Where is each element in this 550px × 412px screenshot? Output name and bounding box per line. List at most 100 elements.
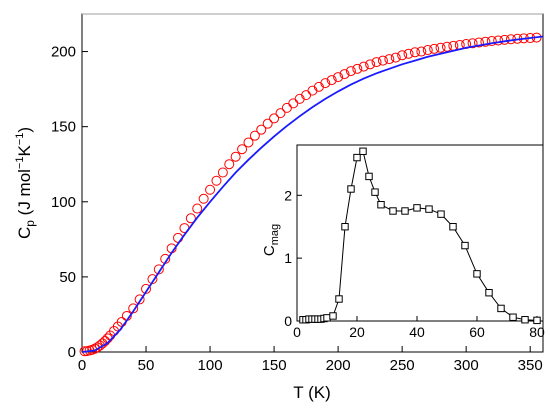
data-point: [422, 45, 433, 56]
x-tick-label: 20: [349, 324, 365, 340]
data-point: [437, 210, 445, 218]
data-point: [377, 201, 385, 209]
data-point: [256, 124, 267, 135]
data-point: [269, 113, 280, 124]
y-tick-label: 150: [51, 119, 76, 136]
data-point: [384, 54, 395, 65]
data-point: [377, 55, 388, 66]
x-tick-label: 40: [409, 324, 425, 340]
data-point: [486, 36, 497, 47]
x-tick-label: 0: [78, 357, 86, 374]
x-tick-label: 60: [469, 324, 485, 340]
x-tick-label: 150: [262, 357, 287, 374]
y-tick-label: 1: [284, 250, 292, 266]
x-tick-label: 300: [454, 357, 479, 374]
data-point: [413, 204, 421, 212]
data-point: [205, 184, 216, 195]
data-point: [429, 43, 440, 54]
main-ylabel-exp2: −1: [14, 133, 26, 146]
data-point: [365, 59, 376, 70]
x-tick-label: 200: [326, 357, 351, 374]
main-xlabel: T (K): [293, 383, 330, 402]
fit-curve: [81, 35, 544, 353]
data-point: [339, 69, 350, 80]
data-point: [509, 313, 517, 321]
data-point: [217, 167, 228, 178]
y-tick-label: 0: [68, 344, 76, 361]
inset-ylabel-sub: mag: [269, 224, 281, 245]
data-point: [352, 63, 363, 74]
x-tick-label: 80: [529, 324, 545, 340]
data-point: [521, 316, 529, 324]
data-point: [480, 36, 491, 47]
y-tick-label: 200: [51, 44, 76, 61]
inset-tick-labels: 0 20 40 60 80 0 1 2: [284, 187, 545, 340]
data-point: [333, 72, 344, 83]
data-point: [353, 153, 361, 162]
data-point: [401, 207, 409, 215]
y-tick-label: 2: [284, 187, 292, 203]
data-point: [497, 304, 505, 313]
data-point: [390, 52, 401, 63]
data-point: [134, 294, 145, 305]
data-point: [358, 61, 369, 72]
data-point: [275, 108, 286, 119]
data-point: [224, 159, 235, 170]
data-point: [323, 314, 331, 322]
x-tick-label: 250: [390, 357, 415, 374]
data-point: [128, 303, 139, 314]
inset-plot-frame: [296, 144, 544, 322]
inset-series: [299, 147, 541, 325]
data-point: [329, 312, 337, 320]
main-ylabel-exp1: −1: [14, 157, 26, 170]
data-point: [185, 213, 196, 224]
data-point: [441, 41, 452, 52]
data-point: [449, 223, 457, 231]
data-point: [230, 151, 241, 162]
x-tick-label: 0: [293, 324, 301, 340]
data-point: [425, 205, 433, 213]
data-point: [493, 35, 504, 46]
data-point: [281, 102, 292, 113]
data-point: [192, 203, 203, 214]
x-tick-label: 350: [518, 357, 543, 374]
inset-ylabel: Cmag: [261, 224, 281, 256]
data-point: [341, 223, 349, 231]
data-point: [461, 241, 469, 250]
data-point: [485, 289, 493, 297]
main-ylabel-sub: p: [23, 220, 37, 227]
x-tick-label: 50: [138, 357, 155, 374]
data-point: [448, 40, 459, 51]
main-ylabel-units-open: (J mol: [15, 169, 34, 220]
data-point: [467, 38, 478, 49]
data-point: [249, 130, 260, 141]
main-series: [79, 32, 544, 357]
data-point: [320, 78, 331, 89]
data-point: [262, 118, 273, 129]
data-point: [345, 66, 356, 77]
data-point: [211, 175, 222, 186]
data-point: [435, 42, 446, 53]
data-point: [473, 37, 484, 48]
data-point: [371, 57, 382, 68]
data-point: [102, 333, 113, 344]
y-tick-label: 100: [51, 194, 76, 211]
y-tick-label: 50: [59, 269, 76, 286]
data-point: [365, 172, 373, 181]
data-point: [359, 147, 367, 155]
data-point: [347, 185, 355, 193]
data-point: [403, 48, 414, 59]
data-point: [326, 75, 337, 86]
data-point: [237, 144, 248, 155]
data-point: [397, 50, 408, 61]
inset-ylabel-main: C: [261, 245, 278, 256]
data-point: [371, 188, 379, 196]
main-ylabel-main: C: [15, 227, 34, 239]
data-point: [288, 98, 299, 109]
y-tick-label: 0: [284, 313, 292, 329]
data-point: [409, 47, 420, 58]
data-point: [243, 137, 254, 148]
main-ylabel-units-close: ): [15, 127, 34, 133]
